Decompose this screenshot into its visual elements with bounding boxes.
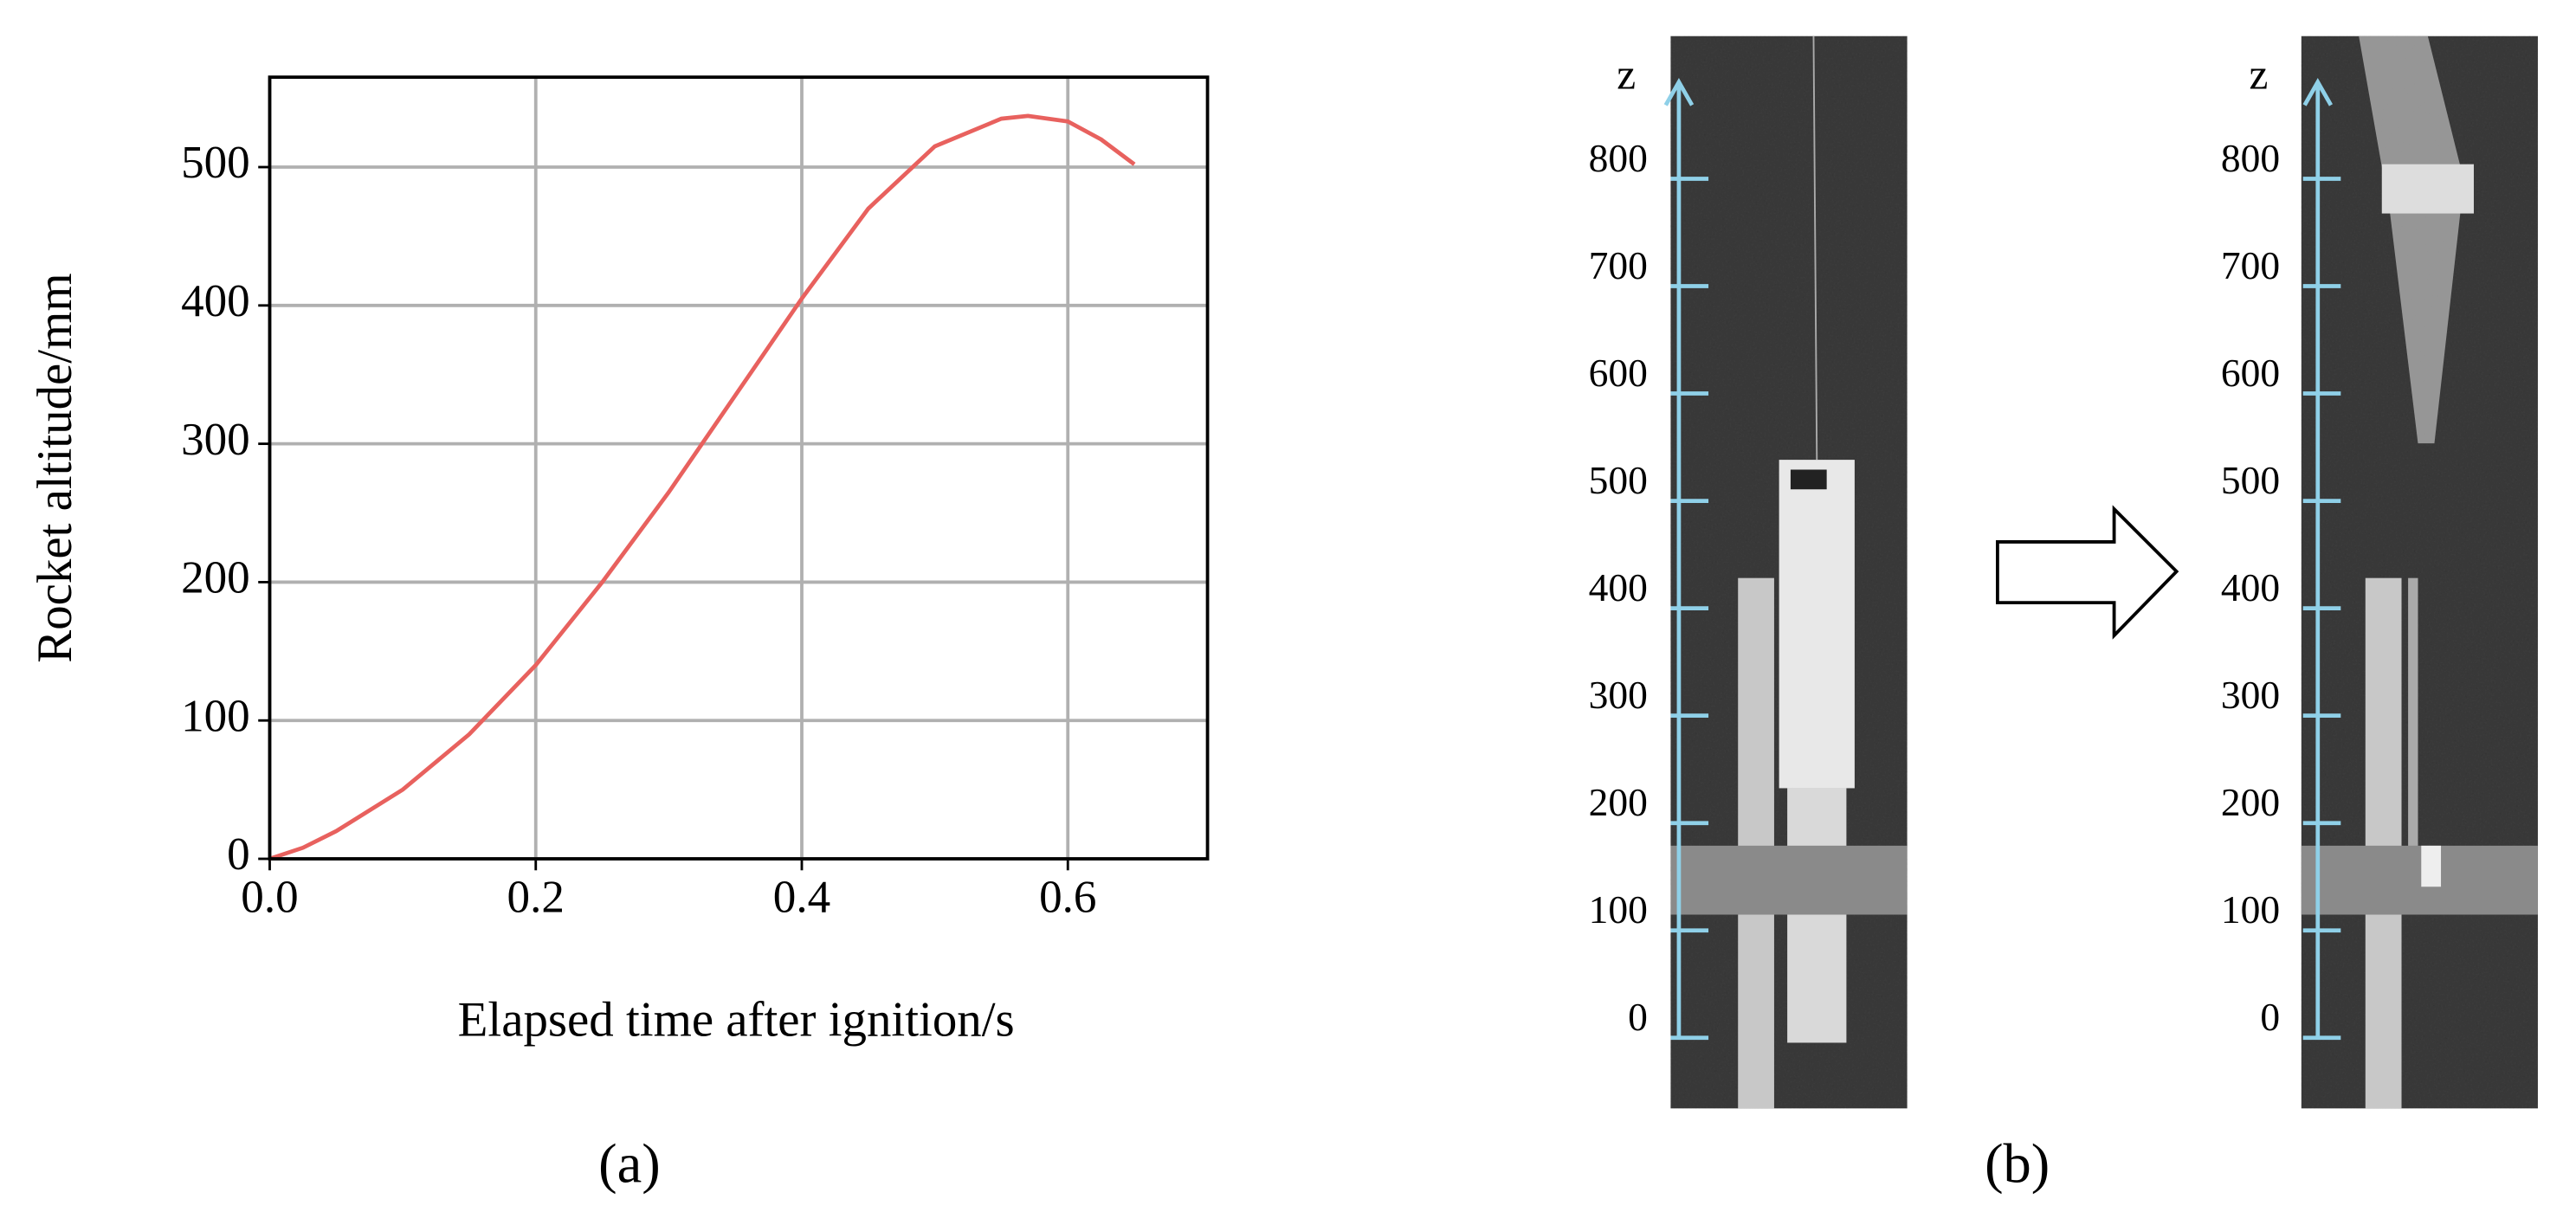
scale-arrowhead (2302, 78, 2334, 106)
scale-tick-label: 400 (1589, 565, 1648, 609)
scale-tick-label: 800 (2221, 136, 2280, 180)
scale-tick-label: 700 (2221, 243, 2280, 287)
scale-tick-label: 100 (1589, 887, 1648, 932)
scale-label: z (1617, 50, 1636, 98)
scale-tick-label: 600 (1589, 351, 1648, 395)
y-axis-label: Rocket altitude/mm (28, 273, 82, 662)
series-line (268, 113, 1136, 861)
y-tick-label: 200 (181, 553, 250, 603)
scale-tick-label: 0 (2260, 995, 2280, 1039)
scale-tick-label: 600 (2221, 351, 2280, 395)
scale-label: z (2250, 50, 2269, 98)
x-axis-label: Elapsed time after ignition/s (458, 993, 1015, 1048)
scale-tick-label: 200 (2221, 780, 2280, 824)
scale-tick-label: 700 (1589, 243, 1648, 287)
caption: (b) (1985, 1132, 2050, 1194)
y-tick-label: 0 (227, 829, 250, 880)
scale-tick-label: 400 (2221, 565, 2280, 609)
scales: z 0 100 200 300 400 500 600 700 800 z 0 100 200 300 400… (1589, 50, 2341, 1041)
photo (1670, 35, 1908, 1109)
scale-arrowhead (1663, 78, 1695, 106)
scale-tick-label: 200 (1589, 780, 1648, 824)
scale-tick-label: 300 (2221, 673, 2280, 717)
scale-tick-label: 500 (1589, 458, 1648, 502)
x-tick-label: 0.0 (241, 873, 298, 923)
y-tick-label: 400 (181, 276, 250, 326)
scale-tick-label: 100 (2221, 887, 2280, 932)
chart-a: 0.0 0.2 0.4 0.6 0 100 200 300 400 500 (181, 75, 1210, 923)
photo (2301, 35, 2538, 1109)
y-tick-label: 300 (181, 415, 250, 465)
scale-tick-label: 300 (1589, 673, 1648, 717)
scale-tick-label: 800 (1589, 136, 1648, 180)
y-tick-label: 100 (181, 691, 250, 741)
arrow (1996, 505, 2179, 640)
scale-tick-label: 0 (1628, 995, 1648, 1039)
x-tick-label: 0.2 (507, 873, 565, 923)
plot-frame (268, 75, 1210, 861)
x-tick-label: 0.6 (1039, 873, 1096, 923)
x-tick-label: 0.4 (773, 873, 830, 923)
y-tick-label: 500 (181, 138, 250, 188)
caption: (a) (598, 1132, 661, 1194)
scale-tick-label: 500 (2221, 458, 2280, 502)
